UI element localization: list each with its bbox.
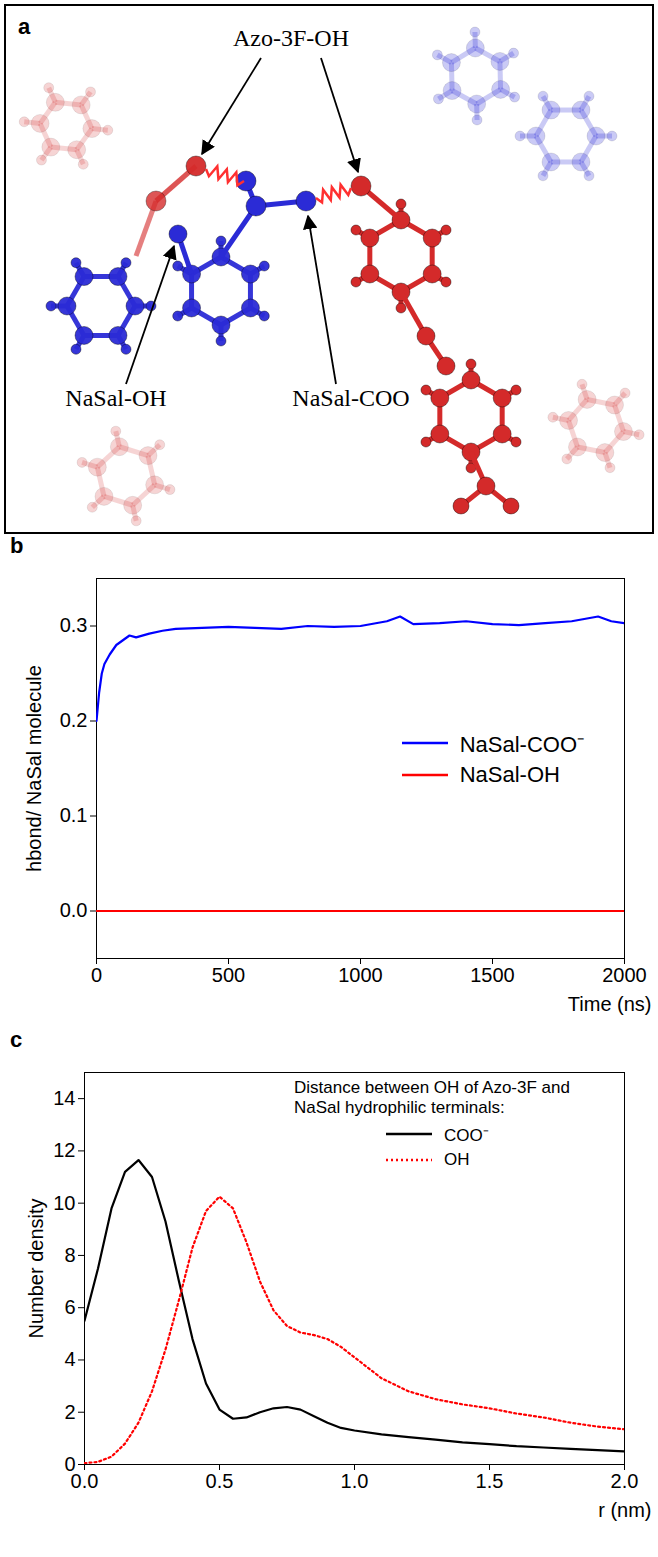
svg-text:4: 4 bbox=[64, 1348, 75, 1370]
svg-text:0: 0 bbox=[64, 1453, 75, 1475]
html-text:Distance between OH of Azo-3F: Distance between OH of Azo-3F and NaSal … bbox=[294, 1078, 570, 1118]
svg-text:0: 0 bbox=[91, 964, 102, 986]
svg-text:NaSal-COO: NaSal-COO bbox=[292, 385, 409, 411]
svg-text:12: 12 bbox=[53, 1139, 75, 1161]
svg-text:1.5: 1.5 bbox=[476, 1470, 504, 1492]
svg-text:1500: 1500 bbox=[470, 964, 515, 986]
svg-text:1.0: 1.0 bbox=[341, 1470, 369, 1492]
svg-text:Time (ns): Time (ns) bbox=[568, 993, 652, 1015]
svg-text:0.0: 0.0 bbox=[70, 1469, 99, 1492]
svg-text:1000: 1000 bbox=[338, 964, 383, 986]
svg-text:6: 6 bbox=[64, 1296, 75, 1318]
svg-text:0.3: 0.3 bbox=[60, 614, 88, 636]
html-text:OH: OH bbox=[444, 1149, 470, 1169]
svg-text:8: 8 bbox=[64, 1244, 75, 1266]
svg-text:2.0: 2.0 bbox=[611, 1470, 639, 1492]
html-text:c: c bbox=[10, 1027, 23, 1052]
svg-text:2000: 2000 bbox=[602, 964, 647, 986]
svg-text:0.2: 0.2 bbox=[60, 709, 88, 731]
svg-text:14: 14 bbox=[53, 1087, 75, 1109]
svg-text:Number density: Number density bbox=[25, 1198, 47, 1338]
svg-text:NaSal-OH: NaSal-OH bbox=[65, 385, 166, 411]
svg-text:10: 10 bbox=[53, 1192, 75, 1214]
html-text:NaSal-COO⁻: NaSal-COO⁻ bbox=[459, 732, 584, 757]
svg-text:0.0: 0.0 bbox=[60, 899, 88, 921]
svg-text:2: 2 bbox=[64, 1401, 75, 1423]
svg-text:0.1: 0.1 bbox=[60, 804, 88, 826]
html-text:NaSal-OH: NaSal-OH bbox=[459, 762, 560, 787]
html-text:b: b bbox=[10, 533, 24, 558]
svg-text:0.5: 0.5 bbox=[206, 1470, 234, 1492]
html-text:COO⁻: COO⁻ bbox=[444, 1125, 489, 1145]
svg-text:r (nm): r (nm) bbox=[598, 1499, 651, 1521]
svg-text:a: a bbox=[18, 14, 31, 39]
svg-text:Azo-3F-OH: Azo-3F-OH bbox=[233, 25, 349, 51]
svg-text:hbond/ NaSal molecule: hbond/ NaSal molecule bbox=[23, 665, 45, 872]
svg-text:500: 500 bbox=[212, 964, 245, 986]
